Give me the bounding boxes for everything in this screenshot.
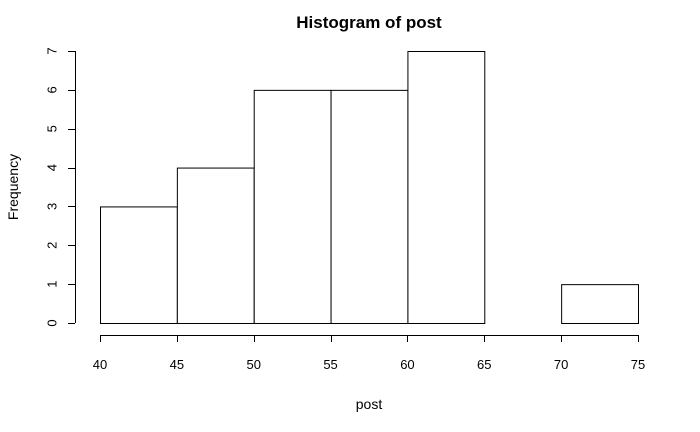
- x-tick-label: 45: [170, 357, 184, 372]
- y-axis: 0 1 2 3 4 5 6 7: [45, 47, 76, 327]
- x-axis-label: post: [356, 396, 383, 412]
- x-tick-label: 65: [477, 357, 491, 372]
- y-tick-label: 4: [45, 164, 60, 171]
- x-tick-label: 50: [246, 357, 260, 372]
- x-tick-label: 55: [323, 357, 337, 372]
- x-tick-label: 60: [400, 357, 414, 372]
- histogram-bar: [407, 51, 486, 324]
- bars-group: [100, 51, 640, 324]
- y-tick-label: 2: [45, 242, 60, 249]
- histogram-bar: [561, 284, 640, 324]
- histogram-bar: [176, 167, 255, 324]
- y-tick-label: 0: [45, 319, 60, 326]
- chart-title: Histogram of post: [296, 13, 442, 32]
- x-tick-label: 75: [631, 357, 645, 372]
- x-tick-label: 70: [554, 357, 568, 372]
- y-tick-label: 7: [45, 47, 60, 54]
- y-tick-label: 1: [45, 281, 60, 288]
- y-tick-label: 6: [45, 86, 60, 93]
- y-tick-label: 5: [45, 125, 60, 132]
- x-axis: 40 45 50 55 60 65 70 75: [93, 335, 645, 372]
- y-tick-label: 3: [45, 203, 60, 210]
- histogram-bar: [253, 89, 332, 324]
- y-axis-label: Frequency: [5, 154, 21, 220]
- x-tick-label: 40: [93, 357, 107, 372]
- histogram-bar: [330, 89, 409, 324]
- histogram-bar: [100, 206, 178, 324]
